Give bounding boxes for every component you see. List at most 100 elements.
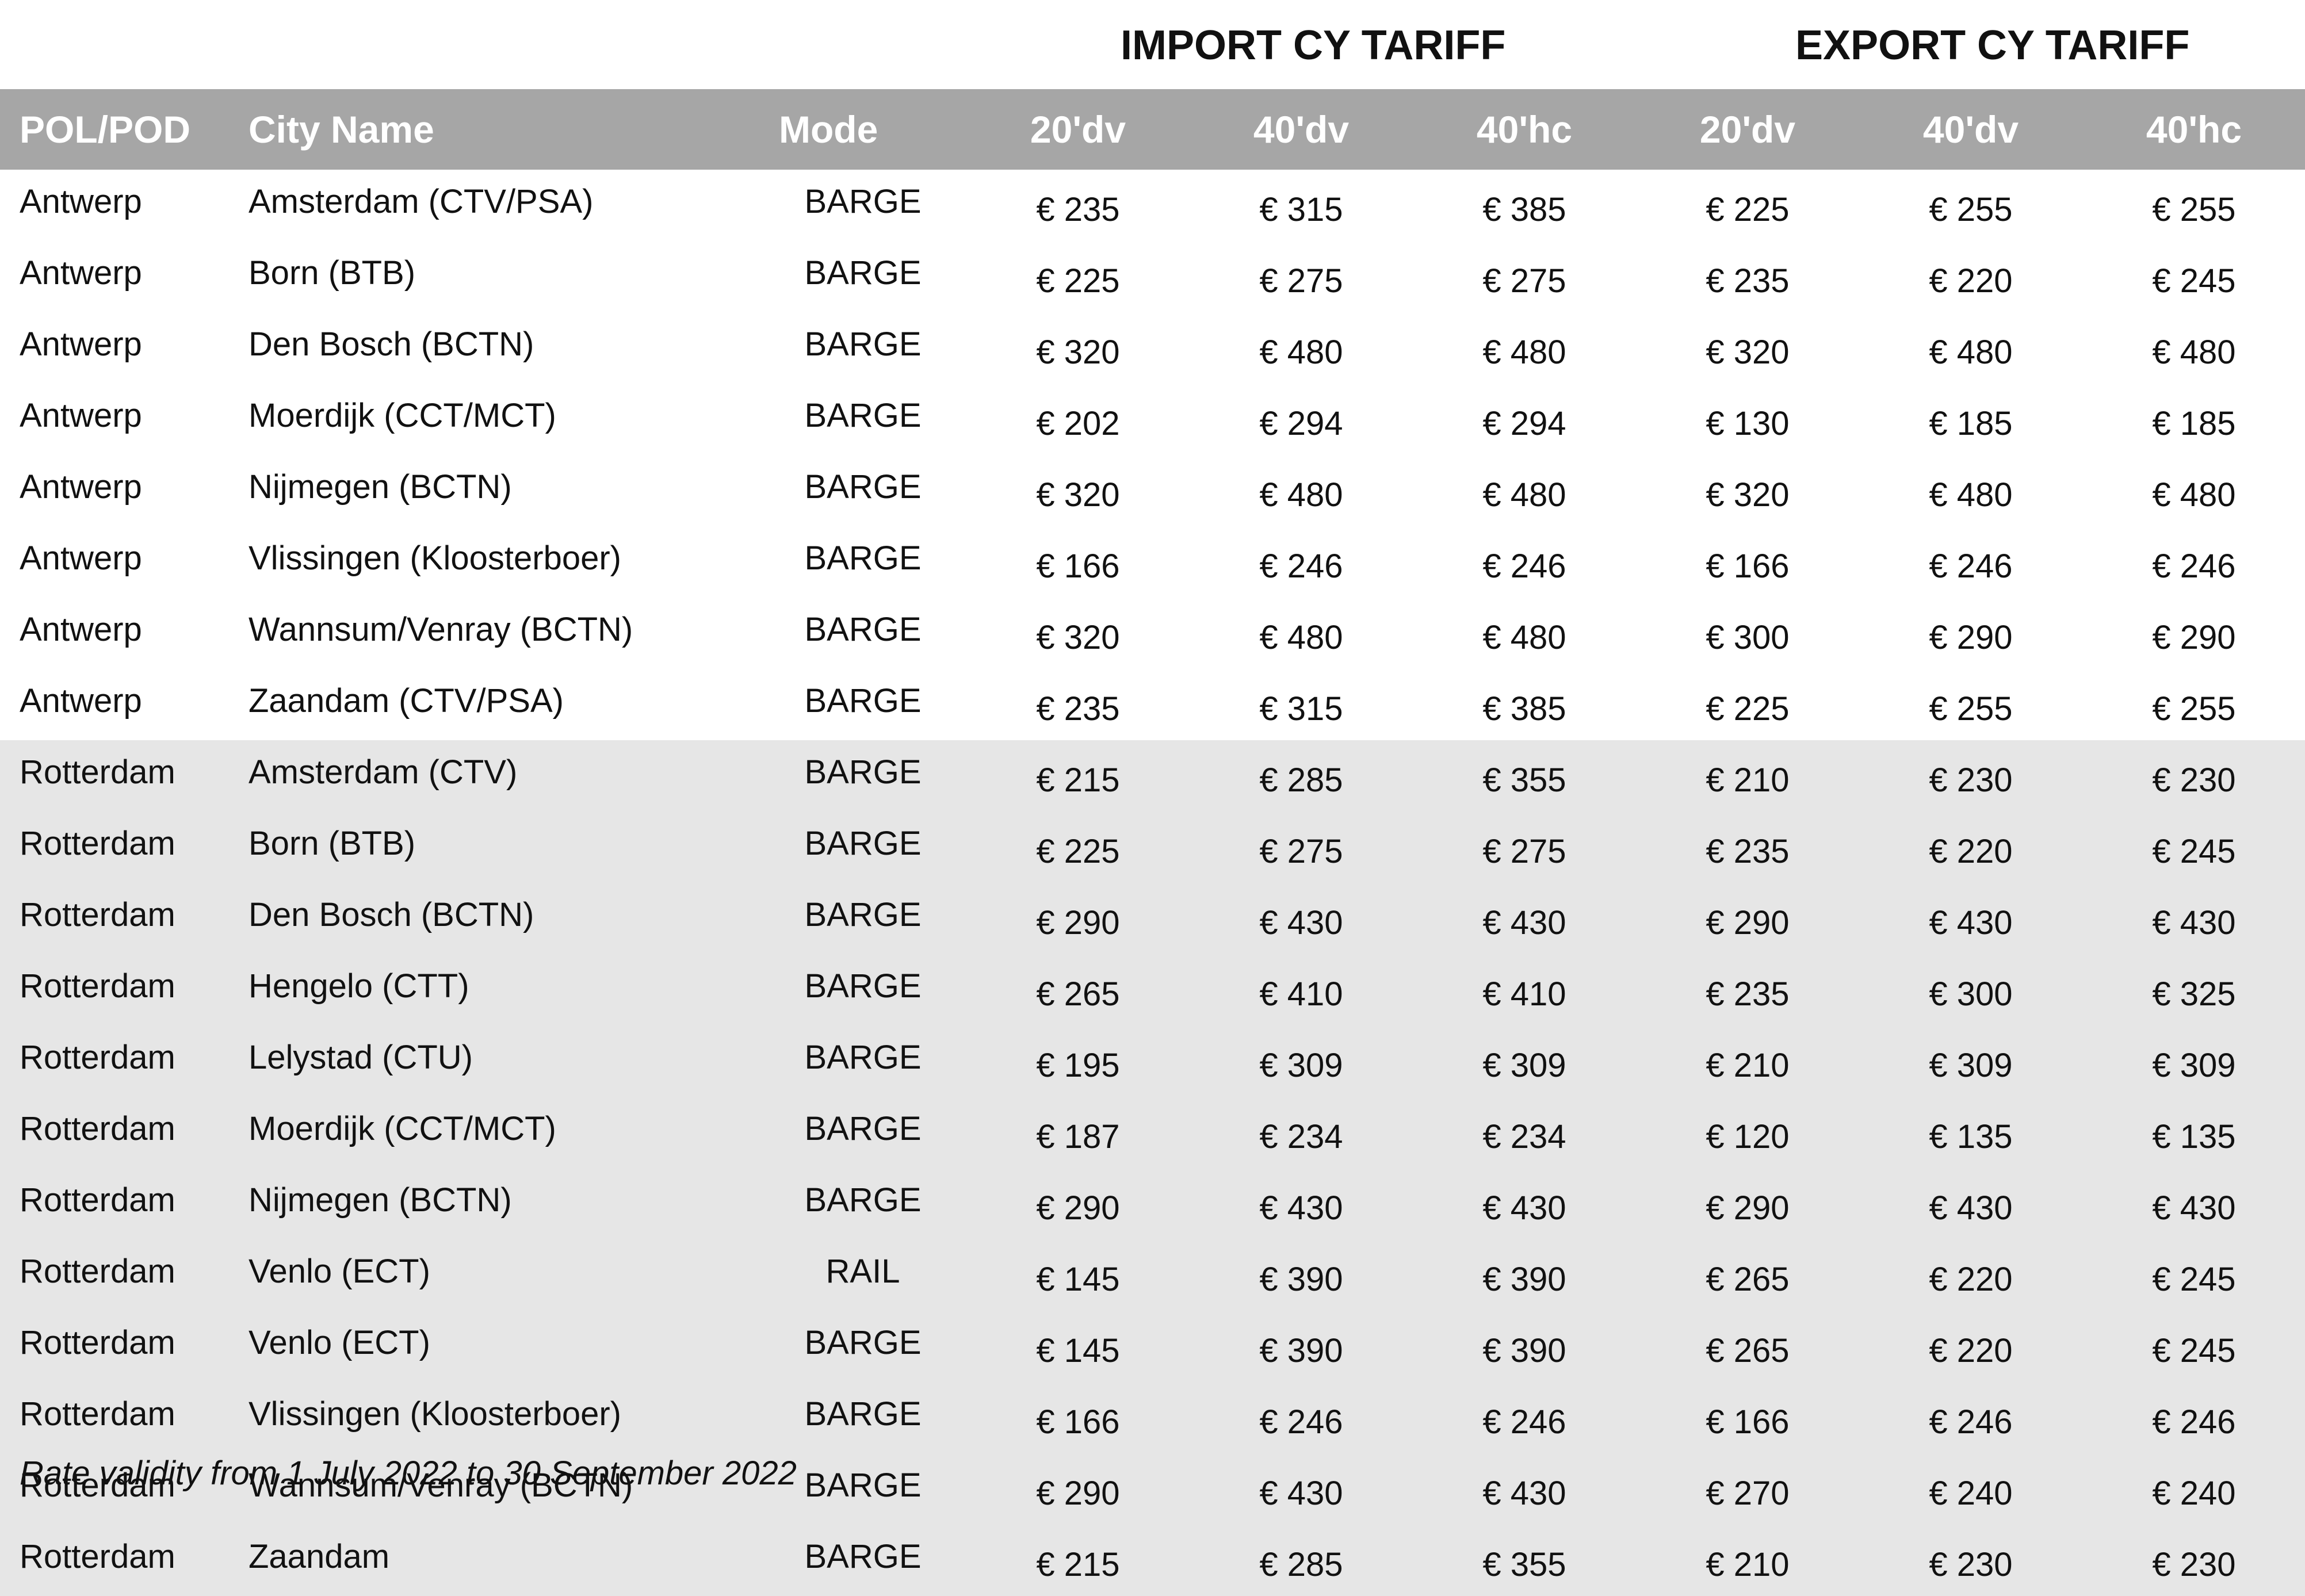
cell-mode: BARGE [804, 539, 922, 577]
cell-mode: BARGE [804, 182, 922, 220]
cell-import-40hc: € 275 [1413, 812, 1636, 883]
cell-import-40hc: € 430 [1413, 883, 1636, 954]
cell-import-40dv: € 246 [1190, 1382, 1413, 1453]
cell-export-40hc: € 230 [2082, 1525, 2305, 1596]
cell-export-40dv: € 230 [1859, 740, 2082, 812]
table-row: Antwerp Born (BTB) BARGE € 225 € 275 € 275 € 2… [0, 241, 2305, 312]
cell-import-20dv: € 290 [966, 1168, 1190, 1239]
cell-export-40hc: € 480 [2152, 476, 2236, 514]
cell-export-20dv: € 300 [1706, 618, 1790, 656]
cell-pol-pod: Antwerp [20, 682, 142, 719]
cell-export-20dv: € 235 [1636, 812, 1859, 883]
table-header-row: POL/POD City Name Mode 20'dv 40'dv 40'hc… [0, 89, 2305, 170]
table-header: POL/POD City Name Mode 20'dv 40'dv 40'hc… [0, 89, 2305, 170]
table-row: Antwerp Wannsum/Venray (BCTN) BARGE € 320 € … [0, 598, 2305, 669]
table-row: Antwerp Vlissingen (Kloosterboer) BARGE € 1… [0, 526, 2305, 598]
cell-import-20dv: € 202 [1036, 404, 1120, 442]
cell-export-40dv: € 185 [1929, 404, 2013, 442]
cell-import-40dv: € 480 [1259, 333, 1343, 371]
table-row: Rotterdam Wannsum/Venray (BCTN) BARGE € 290… [0, 1453, 2305, 1525]
cell-city-name: Wannsum/Venray (BCTN) [249, 610, 633, 648]
cell-mode: BARGE [804, 325, 922, 363]
cell-import-40dv: € 315 [1259, 190, 1343, 228]
cell-import-40hc: € 390 [1413, 1239, 1636, 1311]
cell-pol-pod: Antwerp [20, 396, 142, 434]
column-header-export-20dv: 20'dv [1636, 89, 1859, 170]
cell-import-40hc: € 410 [1413, 954, 1636, 1025]
column-header-city-name: City Name [229, 89, 759, 170]
cell-export-40dv: € 300 [1859, 954, 2082, 1025]
cell-pol-pod: Antwerp [20, 325, 142, 363]
cell-city-name: Zaandam (CTV/PSA) [249, 682, 564, 719]
column-header-pol-pod: POL/POD [0, 89, 229, 170]
cell-export-40dv: € 230 [1859, 1525, 2082, 1596]
cell-export-40hc: € 245 [2152, 262, 2236, 300]
cell-export-40dv: € 220 [1859, 812, 2082, 883]
cell-import-40hc: € 430 [1413, 1453, 1636, 1525]
cell-export-40dv: € 430 [1859, 883, 2082, 954]
cell-import-40dv: € 390 [1190, 1311, 1413, 1382]
cell-mode: BARGE [759, 1311, 966, 1382]
cell-export-40hc: € 230 [2082, 740, 2305, 812]
cell-export-40hc: € 255 [2152, 690, 2236, 728]
table-row: Antwerp Zaandam (CTV/PSA) BARGE € 235 € 315 €… [0, 669, 2305, 740]
cell-city-name: Zaandam [229, 1525, 759, 1596]
cell-mode: BARGE [759, 1525, 966, 1596]
cell-export-40hc: € 325 [2082, 954, 2305, 1025]
cell-pol-pod: Rotterdam [0, 1168, 229, 1239]
cell-export-20dv: € 265 [1636, 1239, 1859, 1311]
cell-import-40dv: € 275 [1259, 262, 1343, 300]
cell-import-40hc: € 480 [1482, 618, 1566, 656]
cell-city-name: Lelystad (CTU) [229, 1025, 759, 1097]
cell-export-20dv: € 210 [1636, 740, 1859, 812]
cell-export-40hc: € 255 [2152, 190, 2236, 228]
table-row: Rotterdam Moerdijk (CCT/MCT) BARGE € 187 € 2… [0, 1097, 2305, 1168]
cell-import-40dv: € 430 [1190, 883, 1413, 954]
cell-export-40hc: € 245 [2082, 1311, 2305, 1382]
cell-import-20dv: € 145 [966, 1311, 1190, 1382]
cell-city-name: Nijmegen (BCTN) [229, 1168, 759, 1239]
cell-mode: BARGE [759, 812, 966, 883]
cell-import-20dv: € 225 [1036, 262, 1120, 300]
cell-import-40dv: € 285 [1190, 1525, 1413, 1596]
cell-export-20dv: € 210 [1636, 1525, 1859, 1596]
cell-import-40dv: € 430 [1190, 1168, 1413, 1239]
cell-export-40dv: € 290 [1929, 618, 2013, 656]
cell-export-40hc: € 309 [2082, 1025, 2305, 1097]
cell-import-40dv: € 430 [1190, 1453, 1413, 1525]
cell-import-20dv: € 320 [1036, 476, 1120, 514]
cell-export-20dv: € 166 [1706, 547, 1790, 585]
table-row: Rotterdam Born (BTB) BARGE € 225 € 275 € 275 €… [0, 812, 2305, 883]
table-row: Rotterdam Lelystad (CTU) BARGE € 195 € 309 € … [0, 1025, 2305, 1097]
cell-export-40dv: € 480 [1929, 476, 2013, 514]
cell-export-20dv: € 290 [1636, 1168, 1859, 1239]
cell-export-20dv: € 270 [1636, 1453, 1859, 1525]
cell-export-20dv: € 235 [1706, 262, 1790, 300]
cell-import-40dv: € 309 [1190, 1025, 1413, 1097]
cell-city-name: Wannsum/Venray (BCTN) [229, 1453, 759, 1525]
cell-import-40dv: € 275 [1190, 812, 1413, 883]
cell-import-20dv: € 166 [966, 1382, 1190, 1453]
column-header-mode: Mode [759, 89, 966, 170]
cell-import-40hc: € 246 [1413, 1382, 1636, 1453]
table-row: Antwerp Moerdijk (CCT/MCT) BARGE € 202 € 294… [0, 384, 2305, 455]
cell-city-name: Amsterdam (CTV) [229, 740, 759, 812]
cell-import-20dv: € 225 [966, 812, 1190, 883]
cell-import-40dv: € 480 [1259, 476, 1343, 514]
table-row: Rotterdam Vlissingen (Kloosterboer) BARGE €… [0, 1382, 2305, 1453]
cell-import-40dv: € 234 [1190, 1097, 1413, 1168]
cell-export-40hc: € 480 [2152, 333, 2236, 371]
column-header-import-40hc: 40'hc [1413, 89, 1636, 170]
cell-export-40hc: € 245 [2082, 812, 2305, 883]
cell-import-40dv: € 285 [1190, 740, 1413, 812]
cell-export-40dv: € 246 [1929, 547, 2013, 585]
cell-export-40hc: € 240 [2082, 1453, 2305, 1525]
cell-city-name: Venlo (ECT) [229, 1311, 759, 1382]
cell-import-20dv: € 290 [966, 883, 1190, 954]
cell-import-40dv: € 480 [1259, 618, 1343, 656]
import-tariff-title: IMPORT CY TARIFF [1121, 22, 1506, 68]
cell-pol-pod: Rotterdam [0, 1311, 229, 1382]
cell-mode: BARGE [759, 883, 966, 954]
cell-pol-pod: Rotterdam [0, 1382, 229, 1453]
cell-import-40dv: € 410 [1190, 954, 1413, 1025]
